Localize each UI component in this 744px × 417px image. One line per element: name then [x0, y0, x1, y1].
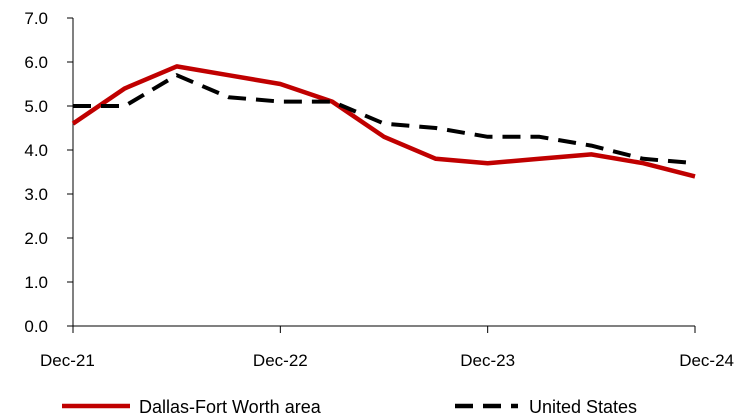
x-tick-label: Dec-22: [253, 351, 308, 370]
x-tick-label: Dec-21: [40, 351, 95, 370]
y-tick-label: 6.0: [24, 53, 48, 72]
legend-label: United States: [529, 397, 637, 417]
axes: [67, 17, 696, 333]
united-states-series-line: [73, 73, 696, 166]
x-tick-label: Dec-24: [679, 351, 734, 370]
legend: Dallas-Fort Worth area United States: [62, 397, 637, 417]
x-tick-labels: Dec-21 Dec-22 Dec-23 Dec-24: [40, 351, 734, 370]
series-lines: [71, 64, 696, 179]
y-tick-labels: 0.0 1.0 2.0 3.0 4.0 5.0 6.0 7.0: [24, 9, 48, 336]
x-tick-label: Dec-23: [460, 351, 515, 370]
y-tick-label: 0.0: [24, 317, 48, 336]
y-tick-label: 5.0: [24, 97, 48, 116]
y-tick-label: 7.0: [24, 9, 48, 28]
y-tick-label: 4.0: [24, 141, 48, 160]
legend-label: Dallas-Fort Worth area: [139, 397, 322, 417]
y-tick-label: 2.0: [24, 229, 48, 248]
y-tick-label: 3.0: [24, 185, 48, 204]
y-tick-label: 1.0: [24, 273, 48, 292]
dallas-fort-worth-series-line: [71, 64, 696, 179]
